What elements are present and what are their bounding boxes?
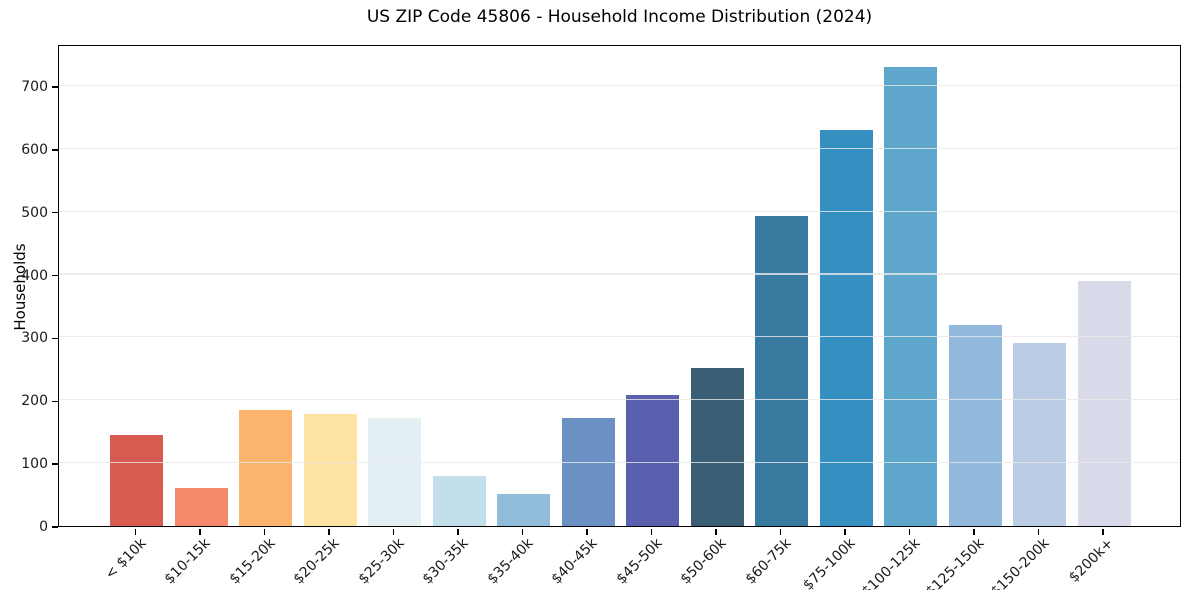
gridline-400 [59,273,1180,275]
x-tick-mark-$25-30k [392,528,395,535]
x-tick-mark-$10-15k [199,528,201,535]
bar-$25-30k [368,417,421,526]
bar-$75-100k [819,130,873,526]
x-tick-label-$20-25k: $20-25k [290,535,343,588]
x-tick-mark-< $10k [134,528,137,535]
x-tick-mark-$125-150k [973,528,975,535]
gridline-300 [59,336,1180,338]
y-tick-label-300: 300 [21,330,48,347]
y-tick-mark-400 [52,274,58,277]
gridline-200 [59,399,1180,401]
y-tick-mark-300 [52,337,58,340]
x-tick-label-$45-50k: $45-50k [612,535,666,588]
gridline-700 [59,84,1180,87]
y-tick-mark-0 [52,526,58,528]
x-tick-mark-$60-75k [779,528,782,535]
x-tick-label-$125-150k: $125-150k [922,535,988,590]
x-tick-label-$10-15k: $10-15k [161,535,214,588]
x-tick-mark-$15-20k [263,528,266,535]
bar-$150-200k [1013,342,1066,526]
x-tick-mark-$30-35k [457,528,459,535]
x-tick-label-$15-20k: $15-20k [225,535,279,588]
x-tick-label-$150-200k: $150-200k [987,535,1053,590]
bar-< $10k [110,434,163,526]
bar-$30-35k [432,476,486,526]
bars-layer [59,46,1180,526]
bar-$100-125k [884,67,937,526]
bar-$35-40k [497,493,550,526]
bar-$20-25k [303,414,357,526]
x-tick-mark-$40-45k [586,528,588,535]
x-tick-label-$60-75k: $60-75k [741,535,795,588]
y-tick-mark-200 [52,400,58,402]
y-tick-label-100: 100 [21,456,48,473]
x-tick-mark-$150-200k [1037,528,1040,535]
bar-$50-60k [690,367,744,526]
bar-$40-45k [561,417,615,526]
y-tick-label-400: 400 [21,267,48,284]
x-tick-mark-$200k+ [1102,528,1104,535]
y-tick-mark-600 [52,149,58,151]
y-tick-label-700: 700 [21,79,48,96]
y-tick-label-600: 600 [21,141,48,158]
x-tick-mark-$100-125k [908,528,911,535]
x-tick-label-$200k+: $200k+ [1066,535,1117,586]
gridline-100 [59,461,1180,464]
y-tick-mark-100 [52,463,58,465]
x-tick-mark-$75-100k [844,528,846,535]
bar-$15-20k [239,409,292,526]
bar-$45-50k [626,395,679,526]
x-tick-label-$40-45k: $40-45k [548,535,601,588]
x-tick-label-$50-60k: $50-60k [677,535,730,588]
x-tick-label-$100-125k: $100-125k [858,535,924,590]
bar-$200k+ [1077,280,1131,526]
y-tick-label-500: 500 [21,204,48,221]
y-tick-mark-700 [52,86,58,88]
bar-$10-15k [174,488,228,526]
gridline-500 [59,210,1180,212]
x-tick-label-$35-40k: $35-40k [483,535,537,588]
x-tick-mark-$20-25k [328,528,330,535]
x-tick-label-< $10k: < $10k [101,535,150,583]
gridline-600 [59,147,1180,149]
x-tick-label-$75-100k: $75-100k [800,535,859,590]
y-tick-mark-500 [52,212,58,214]
y-tick-label-200: 200 [21,393,48,410]
plot-area [58,45,1181,527]
x-tick-label-$25-30k: $25-30k [354,535,408,588]
x-tick-label-$30-35k: $30-35k [419,535,472,588]
bar-$60-75k [755,215,808,526]
x-tick-mark-$35-40k [521,528,524,535]
bar-$125-150k [948,324,1002,526]
y-tick-label-0: 0 [39,519,48,535]
x-tick-mark-$45-50k [650,528,653,535]
x-tick-mark-$50-60k [715,528,717,535]
grid-layer [59,46,1180,526]
chart-title: US ZIP Code 45806 - Household Income Dis… [366,7,873,27]
y-axis-label: Households [11,243,29,331]
